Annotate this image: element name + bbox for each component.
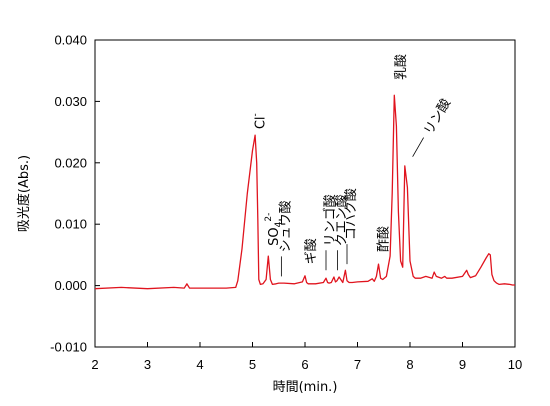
peak-label-text: 酢酸 [376, 226, 391, 252]
peak-label: リンゴ酸 [322, 194, 338, 246]
y-tick-label: -0.010 [50, 340, 87, 355]
y-tick-label: 0.020 [54, 155, 87, 170]
peak-label-sub: 4 [273, 221, 283, 227]
peak-label-text: 乳酸 [393, 54, 408, 80]
y-tick-label: 0.000 [54, 278, 87, 293]
peak-label-text: ギ酸 [304, 238, 319, 264]
series-line [94, 94, 515, 290]
peak-label-sup: 2- [263, 213, 273, 222]
annotation-leader [412, 137, 424, 157]
x-tick-label: 4 [196, 357, 203, 372]
peak-label: SO42- [263, 213, 283, 246]
y-tick-label: 0.010 [54, 217, 87, 232]
peak-label-text: クエン酸 [334, 194, 349, 246]
x-tick-label: 8 [406, 357, 413, 372]
peak-label: Cl- [250, 113, 268, 129]
peak-label-text: Cl [253, 116, 268, 129]
plot-frame [94, 39, 516, 348]
peak-label: リン酸 [421, 96, 453, 137]
tick-labels: 2 3 4 5 6 7 8 9 10 -0.010 0.000 0.010 0.020 0.030 0.04… [50, 33, 522, 373]
peak-label: クエン酸 [334, 194, 349, 246]
peak-label-text: リンゴ酸 [322, 194, 338, 246]
x-tick-label: 7 [354, 357, 361, 372]
x-tick-label: 2 [91, 357, 98, 372]
peak-label-text: リン酸 [421, 96, 453, 137]
x-axis-title: 時間(min.) [273, 380, 338, 395]
peak-label-sup: - [250, 113, 260, 116]
y-axis-title: 吸光度(Abs.) [16, 155, 32, 232]
x-tick-label: 3 [144, 357, 151, 372]
x-tick-label: 9 [459, 357, 466, 372]
peak-label-text: コハク酸 [344, 188, 359, 240]
peak-label: 酢酸 [376, 226, 391, 252]
peak-label: シュウ酸 [278, 200, 293, 252]
y-tick-label: 0.040 [54, 33, 87, 48]
peak-label: 乳酸 [393, 54, 408, 80]
y-tick-label: 0.030 [54, 94, 87, 109]
axis-ticks [94, 39, 516, 348]
x-tick-label: 5 [249, 357, 256, 372]
peak-label-text: シュウ酸 [278, 200, 293, 252]
peak-label-text: SO [266, 227, 281, 245]
x-tick-label: 6 [301, 357, 308, 372]
peak-label: ギ酸 [304, 238, 319, 264]
x-tick-label: 10 [508, 357, 522, 372]
peak-label: コハク酸 [344, 188, 359, 240]
